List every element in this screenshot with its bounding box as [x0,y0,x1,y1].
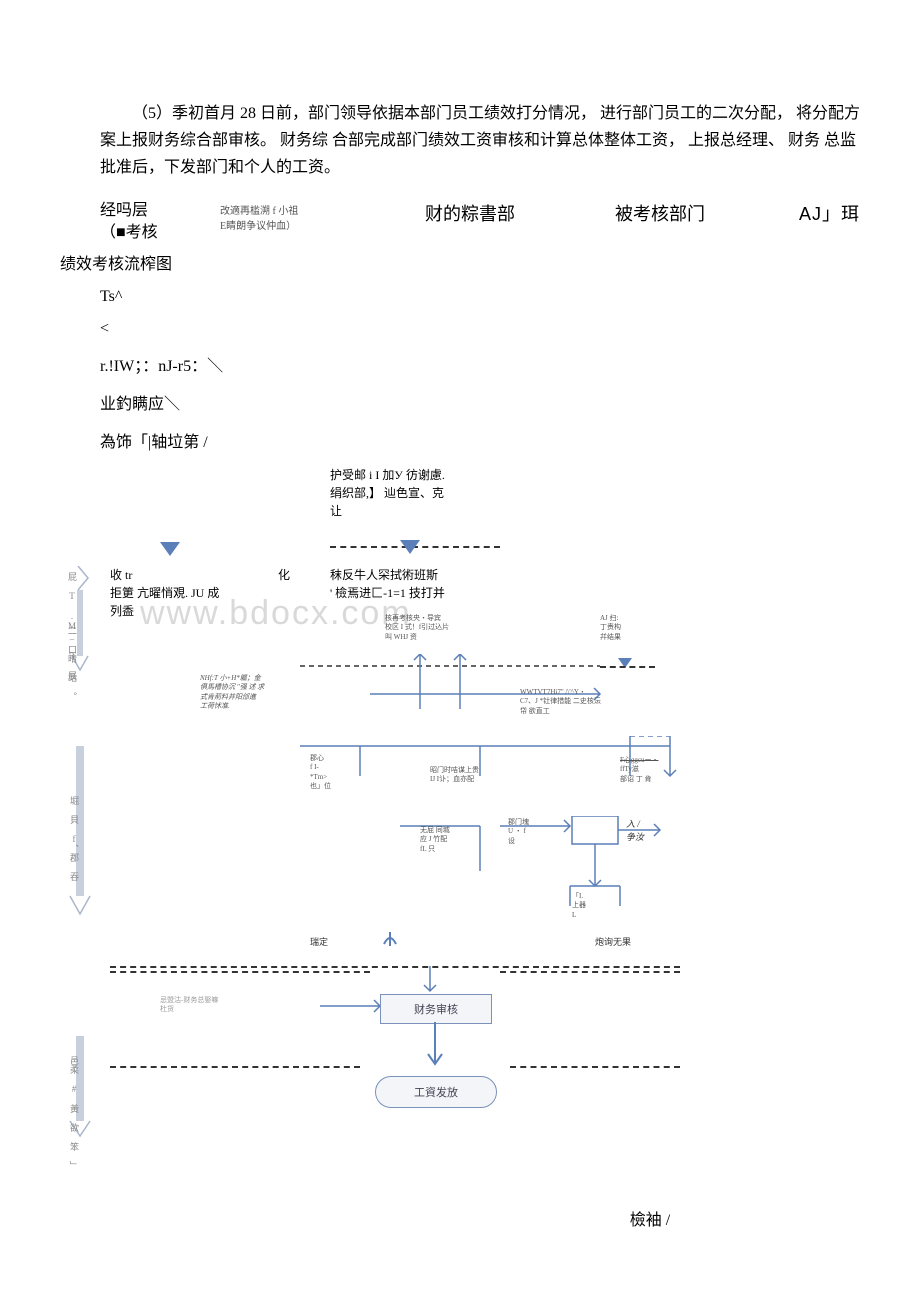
flow-block-f-mid-left: 无屁 同城 应 J 竹配 fL 只 [420,826,470,853]
flow-fr-l2: 争汝 [626,831,666,844]
dash-line-pill-l [110,1066,360,1068]
box-finance-review: 财务审核 [380,994,492,1024]
dash-line-long-2b [500,971,680,973]
pill-salary-release: 工資发放 [375,1076,497,1108]
header-col1-line2: （■考核 [100,222,220,244]
flow-fb-l3: L [572,911,602,920]
header-col1-line1: 经吗层 [100,200,220,222]
flow-fr-l1: 入 / [626,818,666,831]
dash-line-2 [600,666,655,668]
flow-block-f-right: 入 / 争汝 [626,818,666,843]
header-col2-line1: 改適再槛溯 f 小祖 [220,204,380,219]
flow-block-c-mid: 核再考核央・导宾 校区 I 式！f引过込片 叫 WHJ 资 [385,614,495,641]
flow-bl-l1a: 收 tr [110,566,132,584]
flow-a-l2: 绢织部,】 辿色宣、克 [330,484,490,502]
flow-svg-box2-conn [420,1022,450,1072]
header-col-3: 财的粽書部 [380,200,560,226]
flow-el-l3: *Tm> [310,773,360,782]
flow-header-row: 经吗层 （■考核 改適再槛溯 f 小祖 E睛朗争议仲血） 财的粽書部 被考核部门… [100,200,860,245]
box-finance-review-label: 财务审核 [414,1001,458,1017]
chevron-label-4: 邑柔 # 黃 欲 笨 ﹂ [68,1056,81,1170]
flow-a-l3: 让 [330,502,490,520]
flow-br-l1: 秣反牛人罙拭術班斯 [330,566,510,584]
flow-fmr-l1: 郡门塊 [508,818,548,827]
flow-cr-l2: 丁赉构 [600,623,660,632]
fragment-line-2: < [100,320,860,338]
header-col-2: 改適再槛溯 f 小祖 E睛朗争议仲血） [220,200,380,234]
flow-a-l1: 护受邮 i I 加У 彷谢慮. [330,466,490,484]
fragment-line-1: Ts^ [100,288,860,306]
flow-block-f-mid-right: 郡门塊 U ・ f 设 [508,818,548,845]
flow-dl-l1: NHf:T 小+H*軀；金 [200,674,310,683]
header-col-5: AJ」珥 [760,200,860,226]
flow-block-b-left: 收 tr 化 拒筻 亢曜悄覌. JU 成 列盉 [110,566,290,620]
flow-cm-l3: 叫 WHJ 资 [385,633,495,642]
chevron-label-3: 堀 貝 f、郡 吞 [68,796,81,881]
dash-line-pill-r [510,1066,680,1068]
flow-block-d-left: NHf:T 小+H*軀；金 俱馬槽协沉 "强 述 求 式肯荊料井阳郃進 工荷怵准… [200,674,310,710]
flow-bl-l1b: 化 [278,566,290,584]
flow-block-a: 护受邮 i I 加У 彷谢慮. 绢织部,】 辿色宣、克 让 [330,466,490,520]
flow-dr-l3: 帒 欲直工 [520,707,650,716]
flow-dl-l2: 俱馬槽协沉 "强 述 求 [200,683,310,692]
flow-dr-l2: C7、J *钍律措能 二史核沄 [520,697,650,706]
flow-fml-l3: fL 只 [420,845,470,854]
flow-block-b-right: 秣反牛人罙拭術班斯 ' 檢焉进匚-1=1 技打并 [330,566,510,602]
fragment-line-3: r.!IW；：nJ-r5：＼ [100,352,860,376]
pill-salary-release-label: 工資发放 [414,1084,458,1100]
flow-er-l3: 部诏 丁 肯 [620,775,690,784]
flow-cm-l2: 校区 I 式！f引过込片 [385,623,495,632]
flow-dl-l3: 式肯荊料井阳郃進 [200,693,310,702]
flow-label-g-right: 炮询无果 [595,936,631,949]
flow-dl-l4: 工荷怵准. [200,702,310,711]
flow-br-l2: ' 檢焉进匚-1=1 技打并 [330,584,510,602]
flow-fb-l2: 上器 [572,901,602,910]
flow-em-l2: IJ I讣；血亦配 [430,775,510,784]
flow-block-h-left: 忌盟沽-财务总娶嘛 杜货 [160,996,270,1014]
flow-fml-l2: 应 J 竹配 [420,835,470,844]
flow-er-l2: ffTy滋 [620,765,690,774]
fragment-line-4: 业釣瞒应＼ [100,390,860,414]
section-title: 绩效考核流榨图 [60,250,860,274]
flow-block-c-right: AJ 扫: 丁赉构 幷结果 [600,614,660,641]
flow-block-e-left: 郡心 f I- *Tm> 也」位 [310,754,360,790]
flow-block-e-mid: 昭门时咭谋上贵 IJ I讣；血亦配 [430,766,510,784]
arrow-down-2-icon [400,540,420,554]
flow-hl-l2: 杜货 [160,1005,270,1014]
flow-label-g-left: 瑞定 [310,936,328,949]
small-mark-icon [380,930,410,948]
arrow-down-1-icon [160,542,180,556]
flow-block-f-bottom: 「I. 上器 L [572,892,602,919]
chevron-label-2: 二 口晴 站 。 [66,626,79,701]
flow-el-l2: f I- [310,763,360,772]
left-chevron-column: 屁 T .M_ 3 展 二 口晴 站 。 堀 貝 f、郡 吞 邑柔 # 黃 欲 … [60,566,100,1191]
flow-cr-l3: 幷结果 [600,633,660,642]
flowchart-area: 屁 T .M_ 3 展 二 口晴 站 。 堀 貝 f、郡 吞 邑柔 # 黃 欲 … [100,466,860,1186]
flow-block-e-right: F心ggcuー・ ffTy滋 部诏 丁 肯 [620,756,690,783]
flow-el-l1: 郡心 [310,754,360,763]
flow-el-l4: 也」位 [310,782,360,791]
flow-hl-l1: 忌盟沽-财务总娶嘛 [160,996,270,1005]
header-col2-line2: E睛朗争议仲血） [220,219,380,234]
flow-fmr-l3: 设 [508,837,548,846]
body-paragraph: （5）季初首月 28 日前，部门领导依据本部门员工绩效打分情况， 进行部门员工的… [100,100,860,182]
flow-fmr-l2: U ・ f [508,827,548,836]
flow-block-d-right: WWTVT7Hi7" /\'^Y・ C7、J *钍律措能 二史核沄 帒 欲直工 [520,688,650,715]
header-col-4: 被考核部门 [560,200,760,226]
flow-bl-l2: 拒筻 亢曜悄覌. JU 成 [110,584,290,602]
header-col-1: 经吗层 （■考核 [100,200,220,245]
flow-bl-l3: 列盉 [110,602,290,620]
fragment-line-5: 為饰「|轴垃第 / [100,428,860,452]
footer-text: 檢袖 / [440,1206,860,1230]
